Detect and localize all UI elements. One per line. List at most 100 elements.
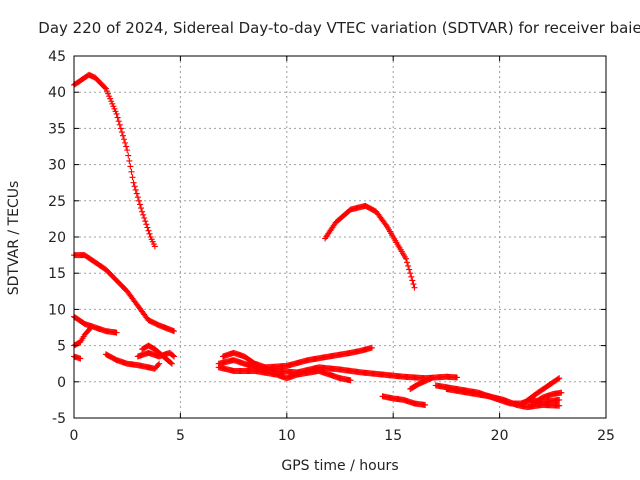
data-point <box>119 132 126 139</box>
y-tick-label: 15 <box>48 266 66 282</box>
series-arc-17 <box>522 375 563 406</box>
data-point <box>405 262 412 269</box>
series-arc-18 <box>528 389 565 408</box>
series-arc-13 <box>379 393 429 408</box>
y-tick-label: 35 <box>48 121 66 137</box>
data-point <box>116 121 123 128</box>
data-point <box>408 273 415 280</box>
data-point <box>77 355 84 362</box>
data-point <box>347 377 354 384</box>
data-point <box>130 179 137 186</box>
data-point <box>134 194 141 201</box>
data-point <box>404 259 411 266</box>
data-point <box>402 255 409 262</box>
data-point <box>122 139 129 146</box>
x-tick-label: 5 <box>176 428 185 444</box>
data-point <box>127 163 134 170</box>
data-point <box>132 186 139 193</box>
data-point <box>167 359 174 366</box>
data-point <box>422 401 429 408</box>
plot-points <box>71 71 565 411</box>
data-point <box>143 221 150 228</box>
data-point <box>556 396 563 403</box>
data-point <box>556 375 563 382</box>
data-point <box>382 221 389 228</box>
y-axis-label: SDTVAR / TECUs <box>6 181 22 296</box>
series-arc-8 <box>134 349 178 360</box>
data-point <box>136 201 143 208</box>
series-arc-6 <box>102 351 163 372</box>
series-arc-14 <box>407 375 435 393</box>
data-point <box>555 375 562 382</box>
data-point <box>145 227 152 234</box>
data-point <box>141 214 148 221</box>
y-tick-label: 20 <box>48 230 66 246</box>
series-arc-10 <box>215 364 354 384</box>
data-point <box>138 205 145 212</box>
data-point <box>169 352 176 359</box>
data-point <box>168 360 175 367</box>
data-point <box>133 190 140 197</box>
y-tick-label: 0 <box>57 375 66 391</box>
x-tick-label: 20 <box>491 428 509 444</box>
series-arc-16 <box>443 386 563 411</box>
y-tick-label: 10 <box>48 302 66 318</box>
data-point <box>114 114 121 121</box>
y-tick-label: 25 <box>48 194 66 210</box>
y-tick-label: 30 <box>48 158 66 174</box>
y-tick-label: 45 <box>48 49 66 65</box>
data-point <box>156 360 163 367</box>
data-point <box>117 125 124 132</box>
series-arc-3 <box>71 313 120 336</box>
data-point <box>135 197 142 204</box>
data-point <box>140 211 147 218</box>
data-point <box>558 389 565 396</box>
data-point <box>88 324 95 331</box>
data-point <box>368 344 375 351</box>
y-tick-label: -5 <box>52 411 66 427</box>
data-point <box>171 328 178 335</box>
data-point <box>86 325 93 332</box>
y-tick-label: 5 <box>57 339 66 355</box>
data-point <box>139 208 146 215</box>
data-point <box>126 157 133 164</box>
data-point <box>124 147 131 154</box>
y-tick-label: 40 <box>48 85 66 101</box>
x-tick-label: 25 <box>597 428 615 444</box>
data-point <box>428 375 435 382</box>
series-arc-7 <box>139 342 175 367</box>
x-tick-label: 10 <box>278 428 296 444</box>
data-point <box>556 402 563 409</box>
data-point <box>128 168 135 175</box>
x-tick-label: 15 <box>384 428 402 444</box>
data-point <box>407 270 414 277</box>
data-point <box>144 224 151 231</box>
data-point <box>409 277 416 284</box>
x-axis-label: GPS time / hours <box>281 458 398 474</box>
data-point <box>171 353 178 360</box>
data-point <box>118 129 125 136</box>
data-point <box>454 374 461 381</box>
tick-marks <box>73 55 607 419</box>
data-point <box>113 329 120 336</box>
x-tick-label: 0 <box>70 428 79 444</box>
data-point <box>113 110 120 117</box>
data-point <box>146 230 153 237</box>
series-arc-12 <box>322 202 418 291</box>
series-arc-1 <box>71 71 158 250</box>
data-point <box>406 266 413 273</box>
data-point <box>410 281 417 288</box>
series-arc-11 <box>219 344 375 371</box>
data-point <box>151 243 158 250</box>
data-point <box>129 174 136 181</box>
data-point <box>142 218 149 225</box>
data-point <box>115 118 122 125</box>
data-point <box>123 143 130 150</box>
data-point <box>411 284 418 291</box>
data-point <box>131 183 138 190</box>
data-point <box>101 84 108 91</box>
data-point <box>155 361 162 368</box>
data-point <box>121 136 128 143</box>
chart-title: Day 220 of 2024, Sidereal Day-to-day VTE… <box>38 19 640 37</box>
